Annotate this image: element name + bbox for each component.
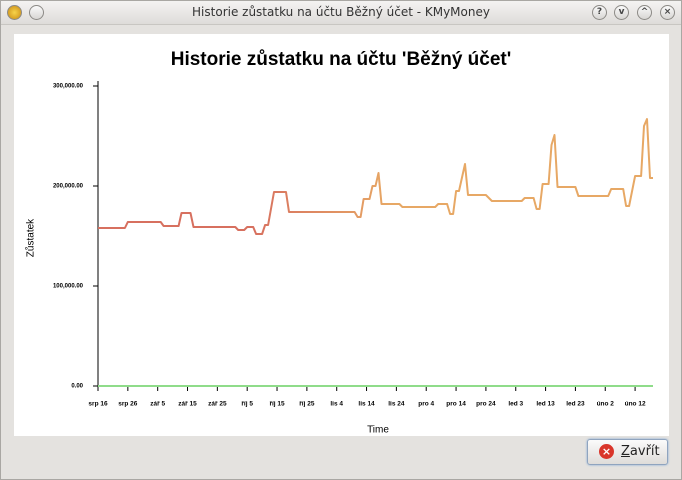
x-tick-label: úno 2 [597,401,615,408]
chart-title: Historie zůstatku na účtu 'Běžný účet' [171,49,512,70]
y-tick-label: 100,000.00 [53,284,84,290]
chart: Historie zůstatku na účtu 'Běžný účet' T… [25,49,653,436]
app-icon [7,5,22,20]
x-tick-label: říj 15 [269,401,285,408]
close-button[interactable]: × Zavřít [587,439,668,465]
y-tick-label: 200,000.00 [53,184,84,190]
help-button[interactable]: ? [592,5,607,20]
x-tick-label: zář 5 [150,401,165,408]
title-bar: Historie zůstatku na účtu Běžný účet - K… [1,1,681,25]
x-tick-label: zář 15 [178,401,197,408]
menu-button[interactable] [29,5,44,20]
y-tick-label: 300,000.00 [53,84,84,90]
x-tick-label: led 3 [508,401,523,408]
close-window-button[interactable]: × [660,5,675,20]
minimize-button[interactable]: v [614,5,629,20]
y-tick-label: 0.00 [71,384,83,390]
x-tick-label: pro 14 [446,401,466,408]
x-tick-label: zář 25 [208,401,227,408]
x-tick-label: lis 4 [330,401,343,408]
x-tick-label: srp 16 [88,401,108,408]
balance-line [98,118,653,235]
x-tick-label: led 13 [536,401,555,408]
x-tick-label: lis 14 [358,401,375,408]
y-axis-label: Zůstatek [25,218,37,257]
x-axis-label: Time [367,425,389,436]
x-tick-label: úno 12 [625,401,646,408]
x-tick-label: pro 4 [418,401,434,408]
x-tick-label: pro 24 [476,401,496,408]
x-tick-label: říj 5 [241,401,253,408]
x-tick-label: led 23 [566,401,585,408]
window-title: Historie zůstatku na účtu Běžný účet - K… [192,5,490,19]
maximize-button[interactable]: ^ [637,5,652,20]
close-button-label: Zavřít [621,444,660,459]
chart-panel: Historie zůstatku na účtu 'Běžný účet' T… [14,34,669,436]
x-tick-label: lis 24 [388,401,405,408]
x-tick-label: říj 25 [299,401,315,408]
x-tick-label: srp 26 [118,401,138,408]
